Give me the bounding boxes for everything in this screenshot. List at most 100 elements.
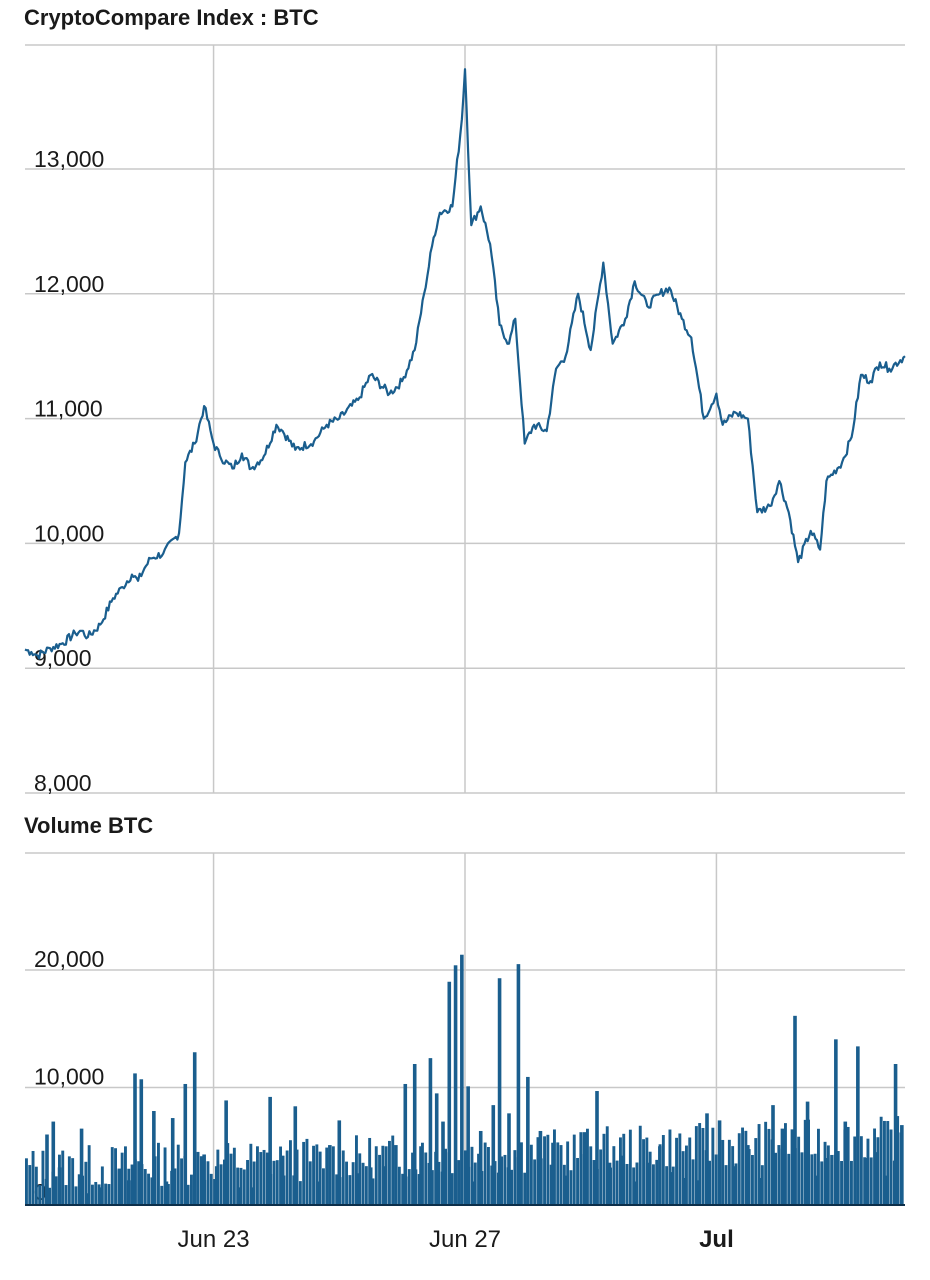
volume-bar xyxy=(424,1152,428,1205)
volume-bar xyxy=(434,1093,439,1205)
volume-bar xyxy=(556,1142,560,1205)
volume-bar xyxy=(186,1184,190,1205)
volume-bar xyxy=(797,1136,801,1205)
volume-bar xyxy=(655,1159,659,1205)
volume-bar xyxy=(681,1151,685,1205)
volume-bar xyxy=(242,1169,246,1205)
volume-bar xyxy=(746,1145,750,1205)
volume-bar xyxy=(520,1142,523,1205)
volume-bar xyxy=(183,1083,188,1205)
volume-bar xyxy=(483,1142,487,1205)
volume-bar xyxy=(670,1172,675,1205)
volume-bar xyxy=(817,1128,820,1205)
volume-bar xyxy=(836,1151,840,1205)
volume-bar xyxy=(133,1073,137,1205)
volume-bar xyxy=(331,1146,335,1205)
volume-bar xyxy=(371,1178,375,1205)
volume-bar xyxy=(549,1164,553,1205)
volume-bar xyxy=(378,1154,381,1205)
volume-bar xyxy=(280,1155,285,1205)
volume-bar xyxy=(635,1162,639,1205)
volume-bar xyxy=(312,1145,315,1205)
volume-bar xyxy=(209,1173,213,1205)
volume-bar xyxy=(246,1160,249,1205)
volume-bar xyxy=(595,1091,599,1205)
x-tick-label: Jun 27 xyxy=(429,1226,501,1253)
price-ytick-label: 10,000 xyxy=(34,520,104,546)
volume-bar xyxy=(285,1150,289,1205)
volume-bar xyxy=(586,1128,589,1205)
volume-bar xyxy=(896,1116,900,1205)
volume-bar xyxy=(391,1135,395,1205)
volume-bar xyxy=(546,1134,550,1205)
volume-bar xyxy=(751,1154,754,1205)
volume-bar xyxy=(698,1123,702,1205)
volume-bar xyxy=(202,1154,206,1205)
volume-bar xyxy=(236,1187,241,1205)
volume-bar xyxy=(453,965,458,1205)
volume-bar xyxy=(724,1165,728,1205)
volume-bar xyxy=(605,1126,609,1205)
volume-bar xyxy=(551,1142,555,1205)
price-ytick-label: 8,000 xyxy=(34,770,92,796)
volume-bar xyxy=(124,1146,127,1205)
volume-bar xyxy=(351,1162,355,1205)
volume-bar xyxy=(104,1183,108,1205)
volume-bar xyxy=(249,1143,253,1205)
volume-bar xyxy=(559,1145,563,1205)
volume-bar xyxy=(834,1039,838,1205)
volume-bar xyxy=(77,1174,81,1205)
x-tick-label: Jun 23 xyxy=(178,1226,250,1253)
volume-bar xyxy=(869,1157,873,1205)
volume-bar xyxy=(625,1163,629,1205)
volume-bar xyxy=(569,1170,573,1205)
volume-bar xyxy=(688,1137,692,1205)
volume-bar xyxy=(737,1133,741,1205)
price-ytick-label: 13,000 xyxy=(34,146,104,172)
volume-bar xyxy=(760,1165,764,1205)
volume-bar xyxy=(865,1158,870,1205)
volume-bar xyxy=(117,1168,122,1205)
volume-bar xyxy=(100,1166,104,1205)
volume-bar xyxy=(599,1149,603,1205)
volume-bar xyxy=(355,1135,358,1205)
volume-bar xyxy=(67,1156,71,1205)
volume-bar xyxy=(463,1150,467,1205)
volume-bar xyxy=(615,1160,619,1205)
volume-bar xyxy=(120,1152,124,1205)
volume-bar xyxy=(28,1165,32,1205)
volume-bar xyxy=(364,1166,368,1205)
volume-bar xyxy=(275,1160,279,1205)
volume-bar xyxy=(642,1139,645,1205)
volume-bar xyxy=(741,1127,744,1205)
volume-bar xyxy=(628,1129,632,1205)
volume-bar xyxy=(239,1167,243,1205)
volume-bar xyxy=(620,1155,624,1205)
volume-bar xyxy=(536,1137,540,1205)
volume-bar xyxy=(397,1166,401,1205)
volume-bar xyxy=(170,1118,175,1205)
volume-bar xyxy=(447,981,452,1205)
volume-bar xyxy=(694,1126,698,1205)
volume-bar xyxy=(879,1116,883,1205)
volume-ytick-label: 20,000 xyxy=(34,946,104,972)
volume-bar xyxy=(744,1130,748,1205)
volume-bar xyxy=(764,1121,768,1205)
volume-bar xyxy=(315,1181,320,1205)
volume-bar xyxy=(563,1175,568,1205)
volume-bar xyxy=(803,1119,807,1205)
volume-bar xyxy=(886,1121,890,1205)
volume-bar xyxy=(401,1173,405,1205)
volume-bar xyxy=(272,1160,276,1205)
volume-bar xyxy=(441,1121,445,1205)
volume-bar xyxy=(733,1166,738,1205)
volume-bar xyxy=(219,1164,223,1205)
volume-bar xyxy=(252,1161,256,1205)
volume-bar xyxy=(256,1146,259,1205)
volume-bar xyxy=(176,1144,180,1205)
volume-bar xyxy=(805,1101,810,1205)
volume-bar xyxy=(487,1147,490,1205)
x-tick-label: Jul xyxy=(699,1226,734,1253)
volume-bar xyxy=(137,1161,141,1205)
volume-bar xyxy=(268,1096,272,1205)
